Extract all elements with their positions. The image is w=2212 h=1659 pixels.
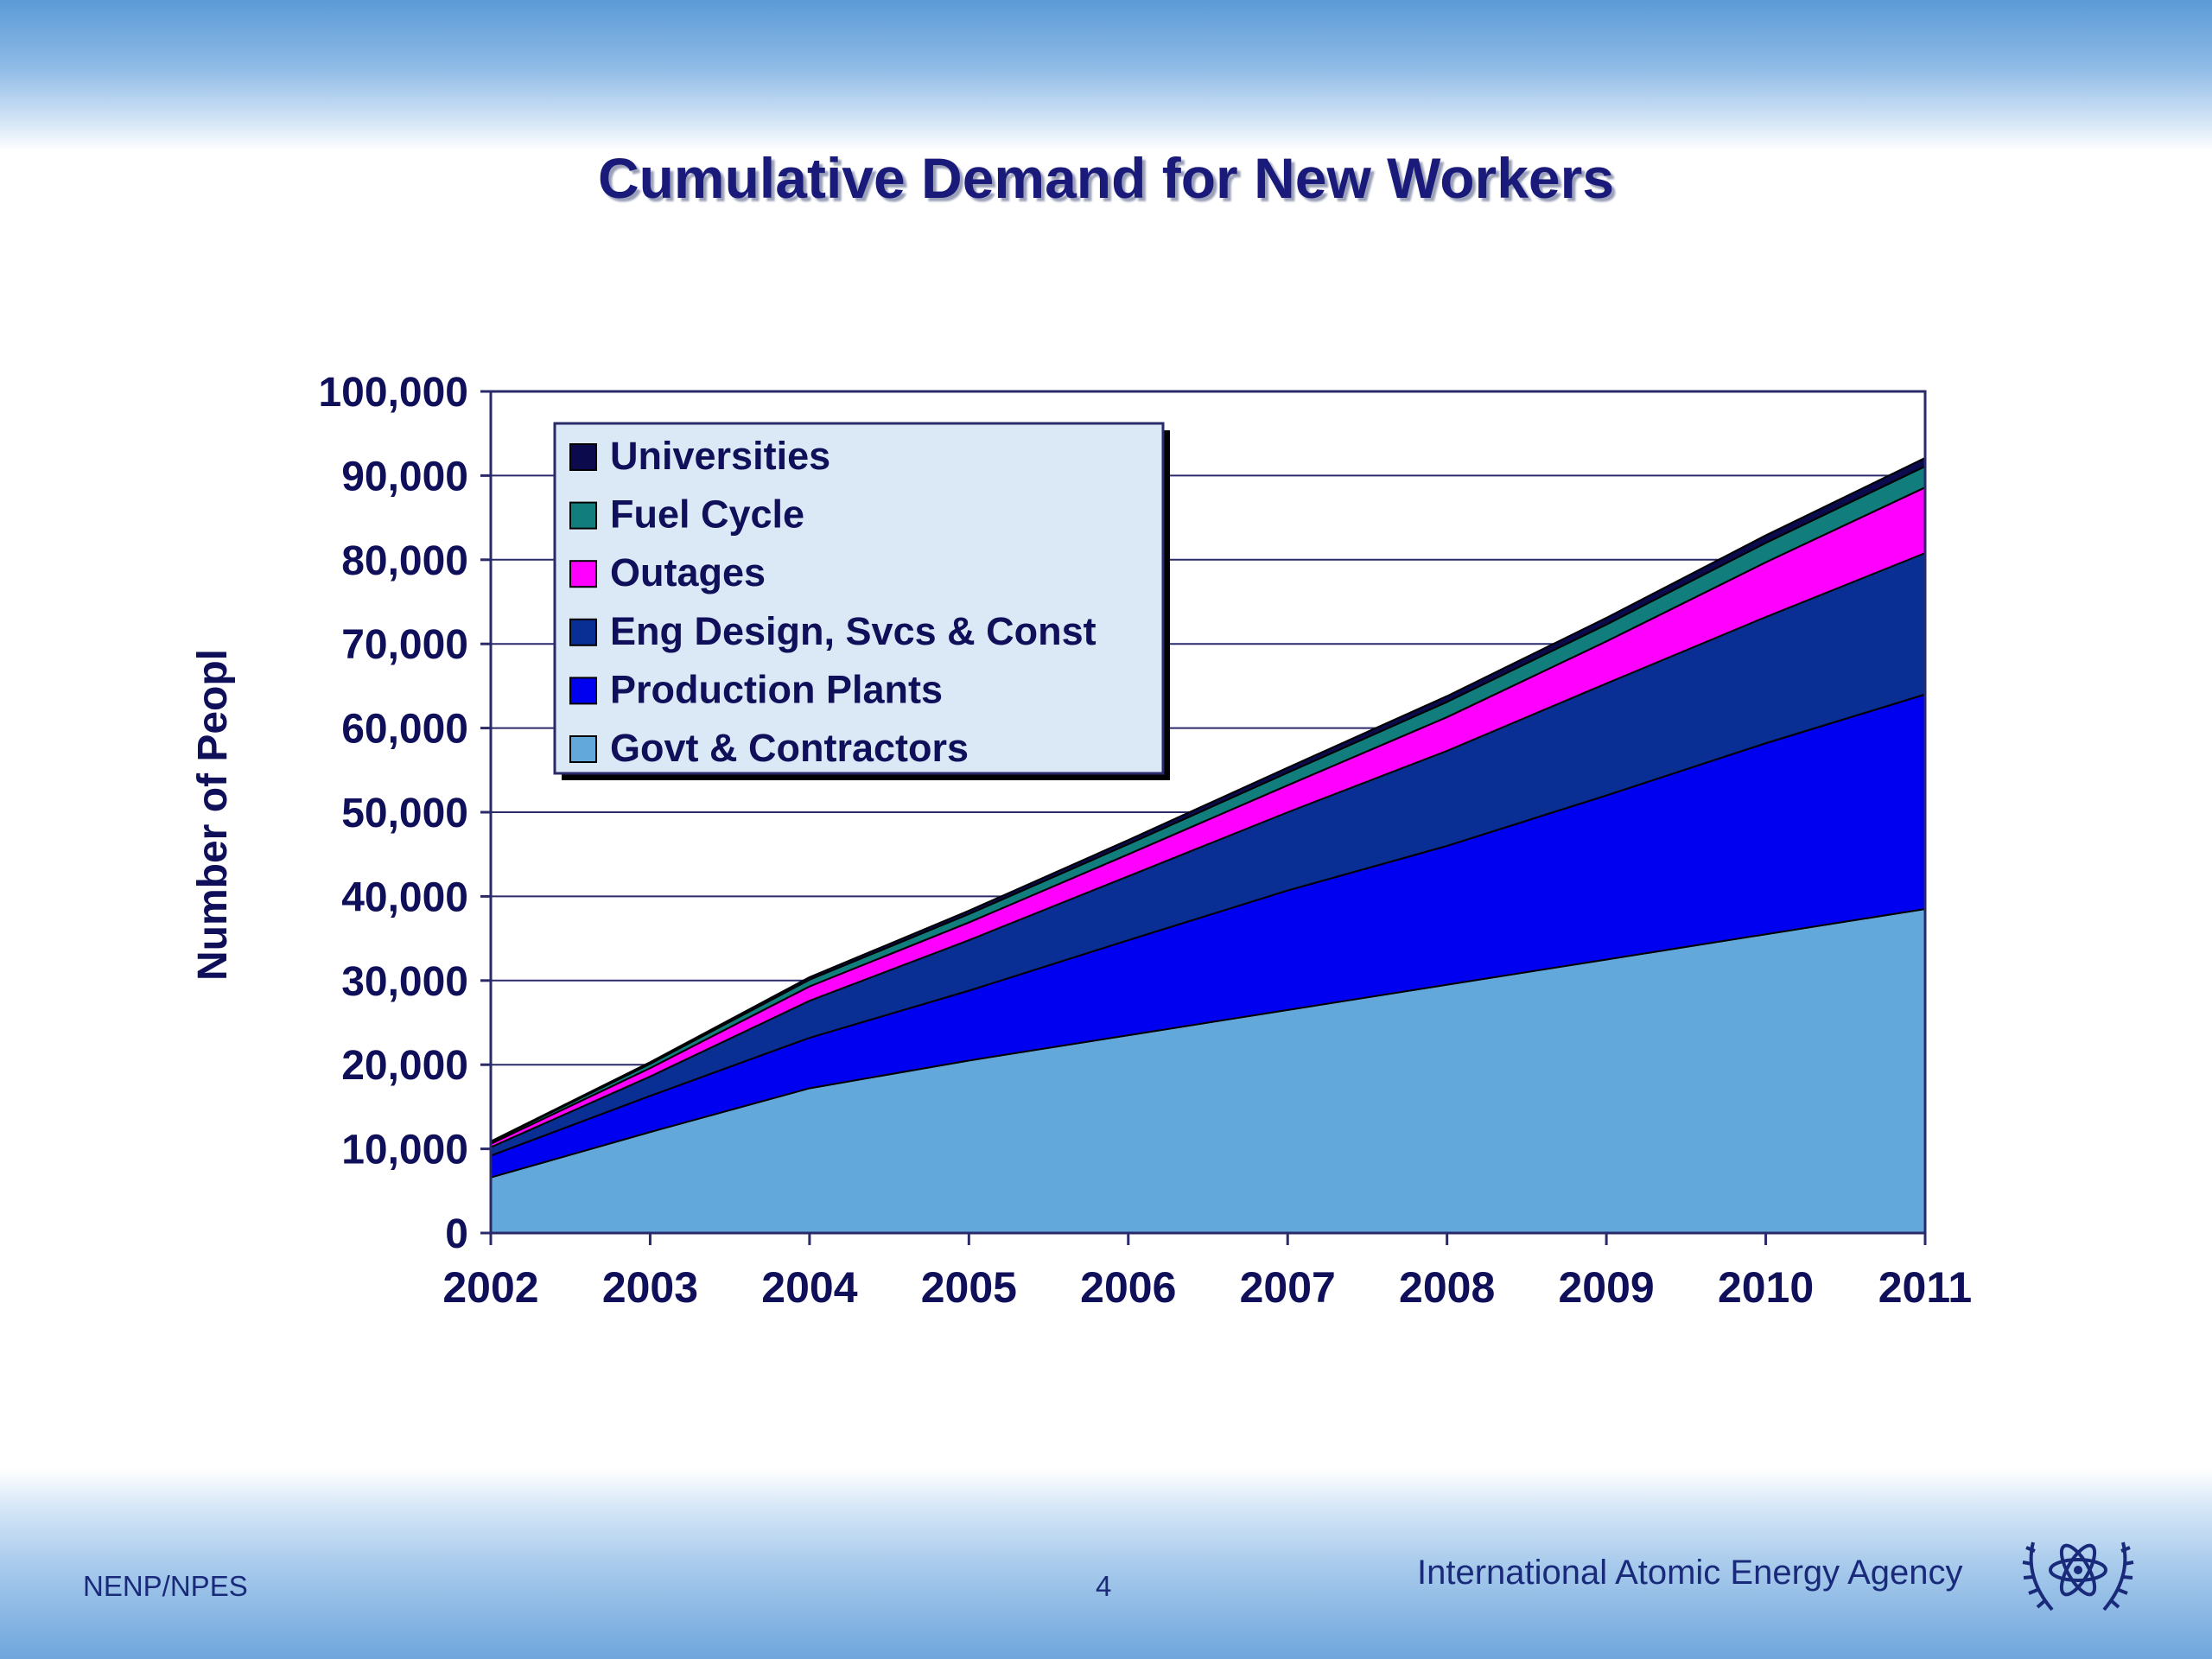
legend-box xyxy=(553,422,1165,775)
x-tick-label: 2008 xyxy=(1399,1263,1495,1312)
x-tick-label: 2010 xyxy=(1718,1263,1814,1312)
x-axis-ticks: 2002 2003 2004 2005 2006 2007 2008 2009 2010 2011 xyxy=(442,1233,1972,1312)
y-tick-label: 80,000 xyxy=(341,538,468,584)
y-tick-label: 20,000 xyxy=(341,1043,468,1089)
legend-label: Universities xyxy=(610,434,830,478)
legend-swatch xyxy=(569,443,597,471)
legend-label: Production Plants xyxy=(610,667,943,711)
y-tick-label: 50,000 xyxy=(341,791,468,836)
y-axis-label: Number of Peopl xyxy=(190,649,236,981)
x-tick-label: 2006 xyxy=(1080,1263,1176,1312)
legend-label: Fuel Cycle xyxy=(610,493,804,537)
legend-label: Outages xyxy=(610,550,766,594)
x-tick-label: 2007 xyxy=(1240,1263,1336,1312)
organization-name: International Atomic Energy Agency xyxy=(1417,1554,1963,1592)
legend-swatch xyxy=(569,501,597,530)
legend-label: Eng Design, Svcs & Const xyxy=(610,609,1096,653)
x-tick-label: 2009 xyxy=(1558,1263,1654,1312)
legend: Universities Fuel Cycle Outages Eng Design,… xyxy=(553,422,1170,780)
x-tick-label: 2002 xyxy=(442,1263,538,1312)
x-tick-label: 2011 xyxy=(1878,1263,1972,1312)
iaea-logo-icon xyxy=(2022,1541,2134,1611)
y-tick-label: 60,000 xyxy=(341,707,468,753)
footer-left-text: NENP/NPES xyxy=(83,1570,248,1602)
legend-label: Govt & Contractors xyxy=(610,726,969,770)
y-axis-ticks: 0 10,000 20,000 30,000 40,000 50,000 60,000 70,… xyxy=(318,370,491,1257)
x-tick-label: 2005 xyxy=(921,1263,1017,1312)
page-number: 4 xyxy=(1096,1570,1112,1602)
x-tick-label: 2003 xyxy=(602,1263,698,1312)
y-tick-label: 0 xyxy=(445,1211,468,1257)
legend-swatch xyxy=(569,677,597,705)
slide-title: Cumulative Demand for New Workers xyxy=(597,146,1615,210)
y-tick-label: 10,000 xyxy=(341,1128,468,1173)
footer-gradient-band xyxy=(0,1469,2212,1659)
y-tick-label: 40,000 xyxy=(341,874,468,920)
header-gradient-band xyxy=(0,0,2212,151)
legend-swatch xyxy=(569,735,597,763)
y-tick-label: 70,000 xyxy=(341,622,468,668)
y-tick-label: 100,000 xyxy=(318,370,468,416)
legend-swatch xyxy=(569,618,597,646)
y-tick-label: 90,000 xyxy=(341,454,468,499)
legend-swatch xyxy=(569,560,597,588)
x-tick-label: 2004 xyxy=(761,1263,857,1312)
y-tick-label: 30,000 xyxy=(341,959,468,1005)
